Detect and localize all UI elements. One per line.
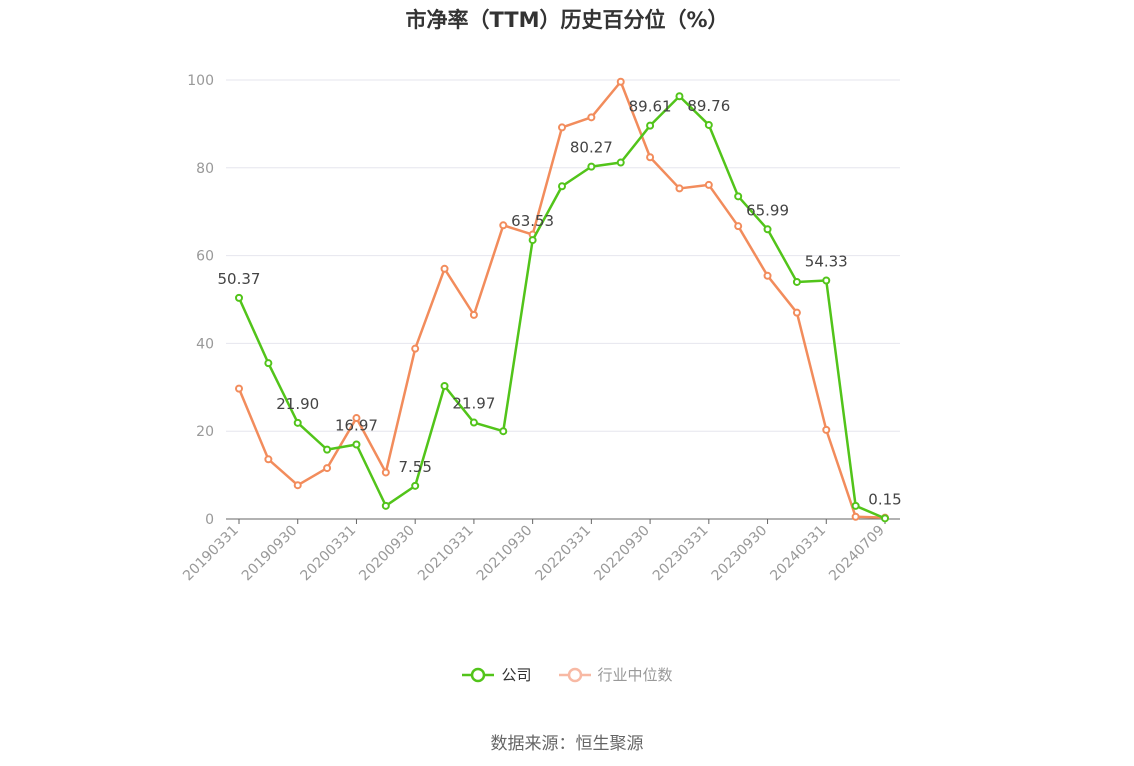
company-point: [704, 120, 713, 129]
company-point: [293, 418, 302, 427]
industry-point: [734, 222, 743, 231]
company-point: [440, 381, 449, 390]
industry-point: [381, 468, 390, 477]
chart-title: 市净率（TTM）历史百分位（%）: [405, 8, 729, 32]
company-point: [851, 501, 860, 510]
industry-point: [851, 512, 860, 521]
y-tick-label: 80: [196, 161, 214, 177]
data-label: 0.15: [868, 490, 901, 508]
data-label: 54.33: [805, 252, 848, 270]
data-source: 数据来源：恒生聚源: [490, 734, 644, 754]
x-tick-label: 20200930: [356, 523, 418, 585]
data-label: 89.76: [687, 97, 730, 115]
data-labels: 50.37 21.90 16.97 7.55 21.97 63.53 80.27 89.61 8…: [218, 97, 902, 508]
legend-industry-marker-icon: [558, 667, 591, 682]
x-tick-label: 20220331: [532, 523, 594, 585]
industry-point: [558, 123, 566, 132]
x-tick-label: 20210331: [415, 523, 477, 585]
industry-point: [587, 113, 596, 122]
industry-point: [822, 425, 831, 434]
series: [235, 77, 889, 523]
company-point: [381, 501, 390, 510]
company-point: [558, 182, 566, 191]
data-label: 65.99: [746, 201, 789, 219]
industry-point: [763, 271, 772, 280]
industry-point: [646, 153, 655, 162]
company-point: [792, 277, 801, 286]
company-point: [646, 121, 655, 130]
industry-point: [352, 414, 361, 423]
company-point: [881, 514, 889, 523]
data-label: 21.97: [452, 395, 495, 413]
company-point: [235, 293, 243, 302]
gridlines: [226, 79, 900, 432]
legend-company-marker-icon: [462, 667, 495, 682]
industry-point: [675, 184, 684, 193]
industry-point: [264, 455, 273, 464]
industry-point: [440, 264, 449, 273]
company-point: [675, 92, 684, 101]
company-point: [616, 158, 625, 167]
axes: 0 20 40 60 80 100 2019033120190930202003312020…: [180, 73, 900, 584]
company-point: [528, 236, 537, 245]
industry-point: [411, 344, 420, 353]
x-tick-label: 20200331: [298, 523, 360, 585]
company-point: [411, 481, 420, 490]
company-point: [469, 418, 478, 427]
data-label: 50.37: [218, 270, 261, 288]
data-label: 21.90: [276, 395, 319, 413]
company-point: [352, 440, 361, 449]
y-tick-label: 40: [196, 336, 214, 352]
y-tick-label: 20: [196, 424, 214, 440]
x-tick-label: 20230930: [709, 523, 771, 585]
legend-industry-label: 行业中位数: [597, 666, 673, 684]
data-label: 7.55: [398, 458, 431, 476]
data-label: 16.97: [335, 417, 378, 435]
x-tick-label: 20230331: [650, 523, 712, 585]
industry-point: [616, 77, 625, 86]
series-line-industry: [237, 80, 886, 519]
x-tick-label: 20210930: [474, 523, 536, 585]
x-tick-label: 20240709: [826, 523, 888, 585]
company-point: [323, 445, 332, 454]
company-point: [264, 359, 273, 368]
industry-point: [323, 464, 332, 473]
legend-item-company[interactable]: 公司: [461, 664, 532, 685]
company-point: [822, 276, 831, 285]
company-point: [499, 427, 508, 436]
industry-point: [235, 384, 243, 393]
x-tick-label: 20240331: [767, 523, 829, 585]
x-tick-label: 20220930: [591, 523, 653, 585]
legend-company-label: 公司: [501, 666, 532, 684]
industry-point: [704, 180, 713, 189]
industry-point: [499, 221, 508, 230]
data-label: 89.61: [629, 98, 672, 116]
data-label: 63.53: [511, 212, 554, 230]
legend: 公司 行业中位数: [0, 664, 1134, 685]
industry-point: [469, 310, 478, 319]
x-tick-label: 20190331: [180, 523, 242, 585]
industry-point: [792, 308, 801, 317]
company-point: [587, 162, 596, 171]
industry-point: [293, 481, 302, 490]
x-tick-label: 20190930: [239, 523, 301, 585]
company-point: [763, 225, 772, 234]
legend-item-industry[interactable]: 行业中位数: [558, 664, 673, 685]
data-label: 80.27: [570, 139, 613, 157]
y-tick-label: 100: [187, 73, 214, 89]
y-tick-label: 60: [196, 249, 214, 265]
y-tick-label: 0: [205, 512, 214, 528]
company-point: [734, 192, 743, 201]
